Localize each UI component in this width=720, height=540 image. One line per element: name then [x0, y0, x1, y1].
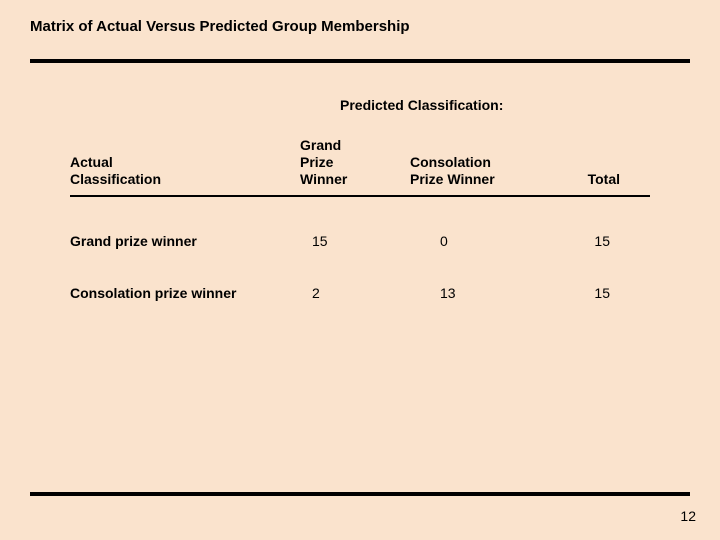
header-rule [70, 195, 650, 197]
predicted-classification-header: Predicted Classification: [30, 97, 690, 113]
table-row: Consolation prize winner 2 13 15 [70, 285, 650, 301]
column-grand-line1: Grand [300, 137, 341, 153]
confusion-matrix-table: Actual Classification Grand Prize Winner… [30, 137, 690, 301]
cell-grand: 2 [300, 285, 410, 301]
column-consolation-line2: Prize Winner [410, 171, 495, 187]
column-actual-classification: Actual Classification [70, 154, 300, 188]
column-grand-line2: Prize [300, 154, 333, 170]
top-rule [30, 59, 690, 63]
column-grand-line3: Winner [300, 171, 347, 187]
page-title: Matrix of Actual Versus Predicted Group … [30, 18, 690, 35]
slide: Matrix of Actual Versus Predicted Group … [0, 0, 720, 301]
column-total: Total [550, 171, 620, 187]
page-number: 12 [680, 508, 696, 524]
column-consolation-line1: Consolation [410, 154, 491, 170]
cell-total: 15 [550, 285, 620, 301]
cell-consolation: 13 [410, 285, 550, 301]
cell-consolation: 0 [410, 233, 550, 249]
table-column-headers: Actual Classification Grand Prize Winner… [70, 137, 650, 187]
column-actual-line2: Classification [70, 171, 161, 187]
table-row: Grand prize winner 15 0 15 [70, 233, 650, 249]
column-consolation-prize-winner: Consolation Prize Winner [410, 154, 550, 188]
cell-grand: 15 [300, 233, 410, 249]
footer-rule [30, 492, 690, 496]
column-actual-line1: Actual [70, 154, 113, 170]
row-label: Consolation prize winner [70, 285, 300, 301]
cell-total: 15 [550, 233, 620, 249]
column-grand-prize-winner: Grand Prize Winner [300, 137, 410, 187]
row-label: Grand prize winner [70, 233, 300, 249]
